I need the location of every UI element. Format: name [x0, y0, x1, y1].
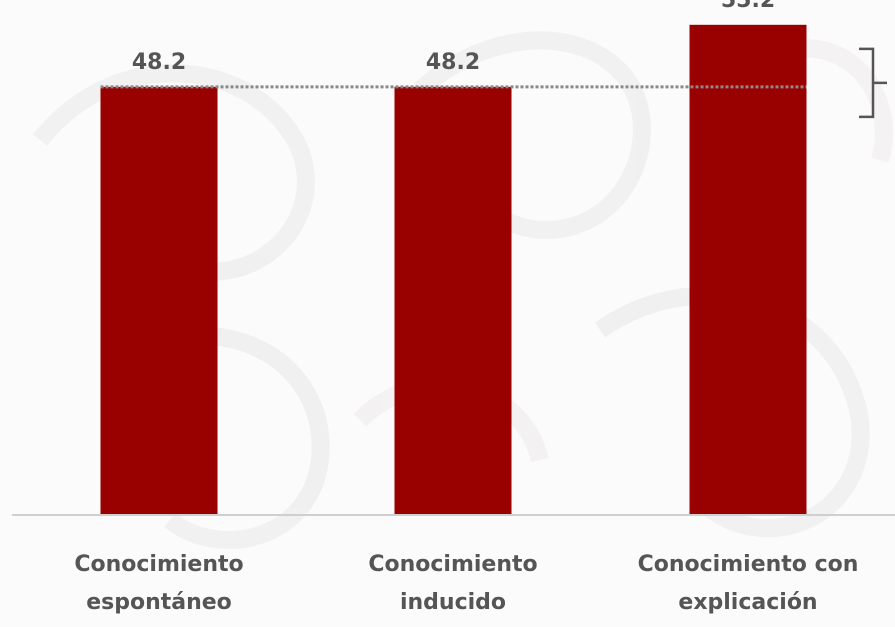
bar: [394, 86, 512, 515]
bar: [689, 24, 807, 515]
data-label: 55.2: [721, 0, 775, 13]
difference-bracket: [859, 47, 887, 119]
watermark-swirl: [32, 64, 315, 281]
category-label: Conocimiento con: [638, 552, 859, 577]
category-label: explicación: [678, 590, 817, 615]
bar: [100, 86, 218, 515]
watermark-swirl: [413, 31, 651, 239]
category-label: inducido: [400, 590, 506, 615]
category-label: Conocimiento: [368, 552, 537, 577]
category-label: espontáneo: [86, 590, 232, 615]
data-label: 48.2: [132, 50, 186, 75]
data-label: 48.2: [426, 50, 480, 75]
category-label: Conocimiento: [74, 552, 243, 577]
